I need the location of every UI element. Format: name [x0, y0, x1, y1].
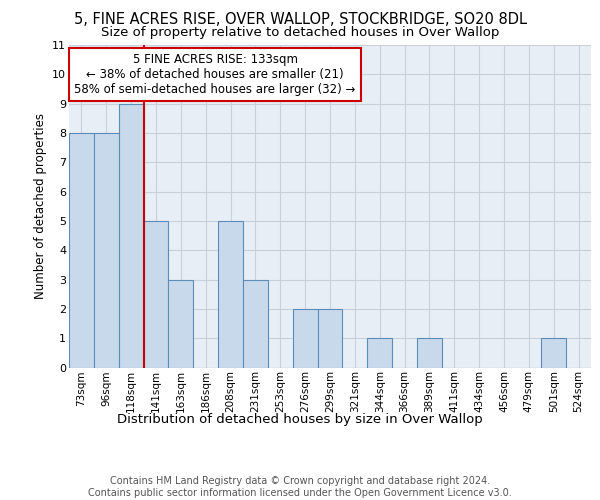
Bar — [169, 280, 193, 368]
Text: 5 FINE ACRES RISE: 133sqm
← 38% of detached houses are smaller (21)
58% of semi-: 5 FINE ACRES RISE: 133sqm ← 38% of detac… — [74, 53, 356, 96]
Text: Distribution of detached houses by size in Over Wallop: Distribution of detached houses by size … — [117, 412, 483, 426]
Bar — [119, 104, 143, 368]
Bar — [243, 280, 268, 368]
Bar — [218, 221, 243, 368]
Text: Size of property relative to detached houses in Over Wallop: Size of property relative to detached ho… — [101, 26, 499, 39]
Y-axis label: Number of detached properties: Number of detached properties — [34, 114, 47, 299]
Bar — [317, 309, 343, 368]
Bar — [541, 338, 566, 368]
Text: 5, FINE ACRES RISE, OVER WALLOP, STOCKBRIDGE, SO20 8DL: 5, FINE ACRES RISE, OVER WALLOP, STOCKBR… — [74, 12, 527, 28]
Text: Contains HM Land Registry data © Crown copyright and database right 2024.
Contai: Contains HM Land Registry data © Crown c… — [88, 476, 512, 498]
Bar — [69, 133, 94, 368]
Bar — [367, 338, 392, 368]
Bar — [417, 338, 442, 368]
Bar — [143, 221, 169, 368]
Bar — [94, 133, 119, 368]
Bar — [293, 309, 317, 368]
